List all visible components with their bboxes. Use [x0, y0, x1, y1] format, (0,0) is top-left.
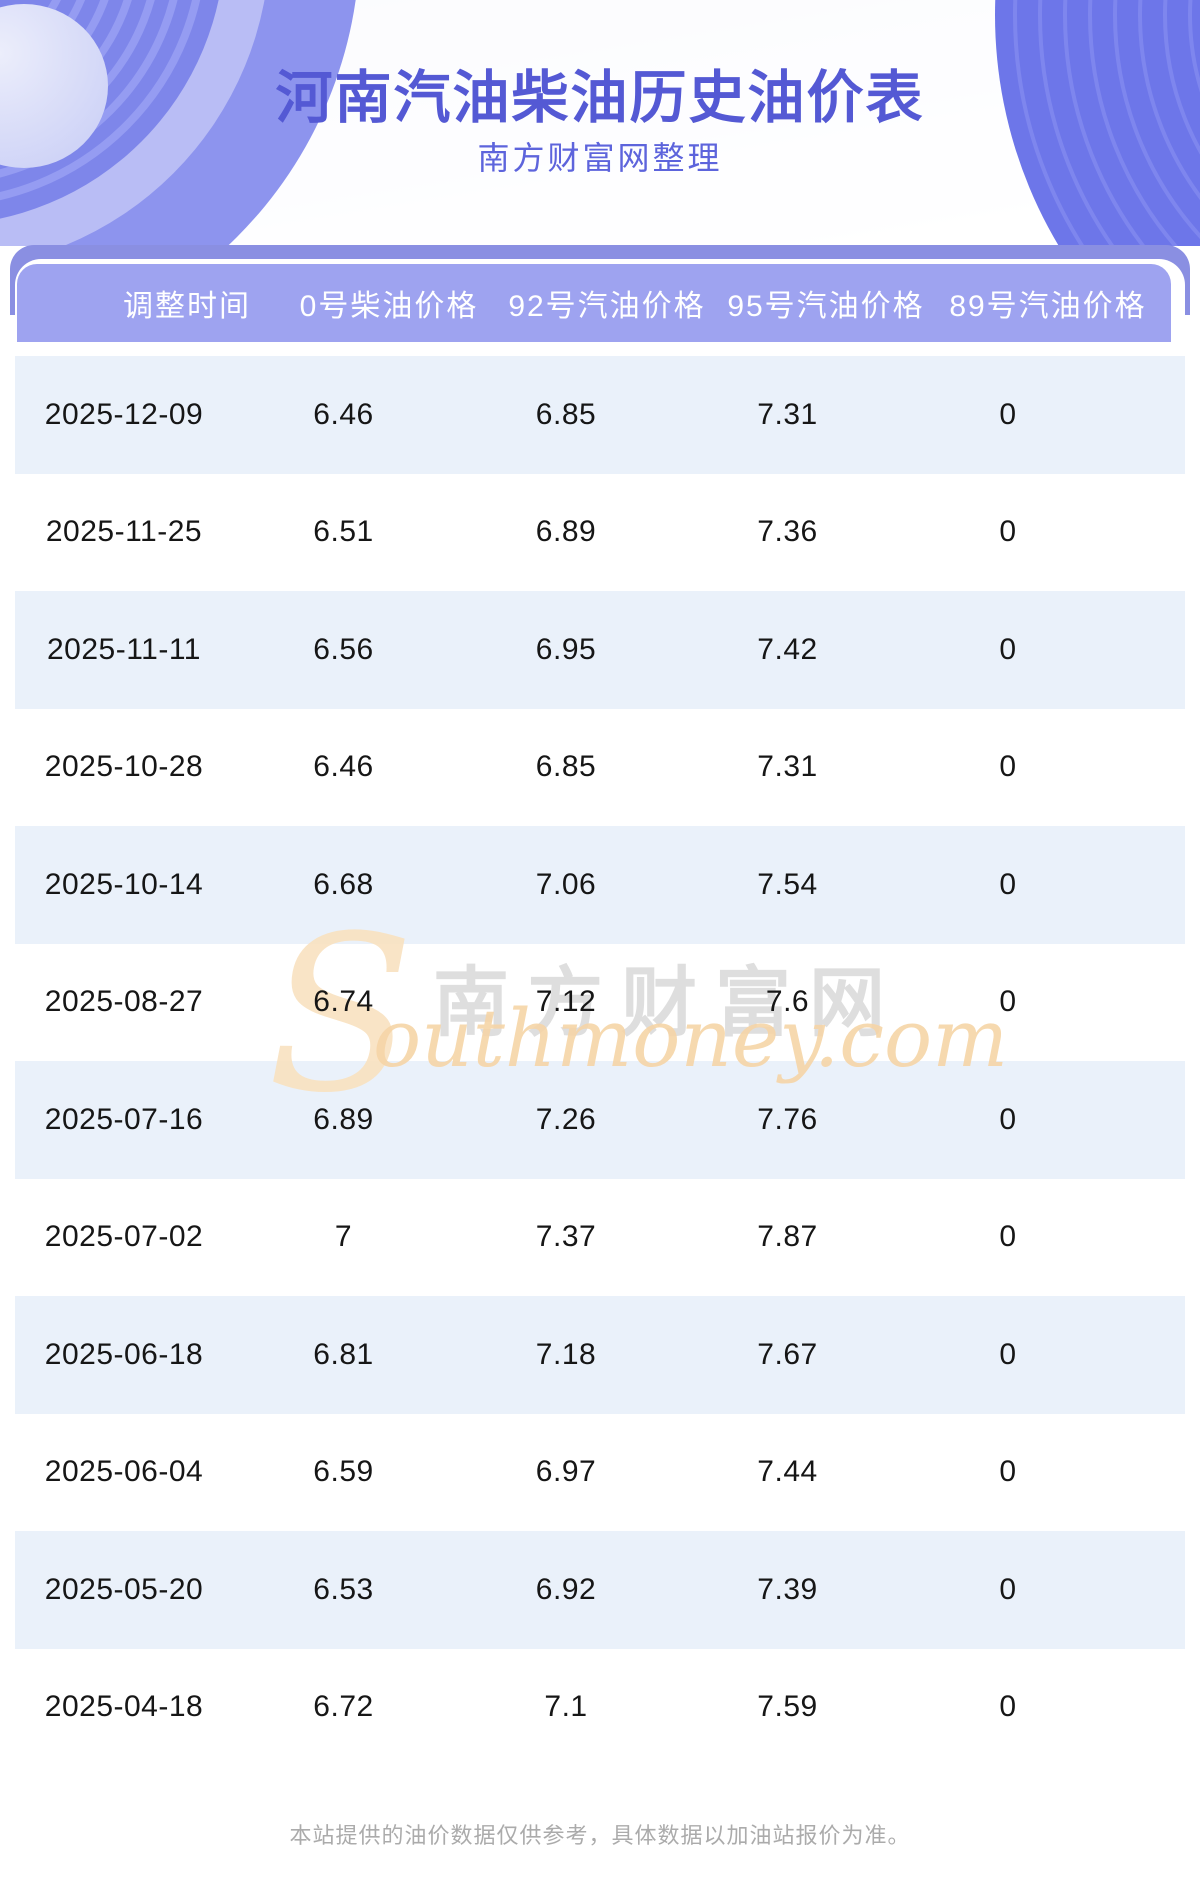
cell-diesel0-price: 6.51 — [313, 515, 374, 549]
cell-gas95-price: 7.67 — [757, 1337, 818, 1371]
left-arc-decoration — [0, 0, 356, 246]
column-header-time: 调整时间 — [123, 290, 251, 323]
cell-gas92-price: 7.37 — [535, 1220, 597, 1254]
cell-gas92-price: 7.18 — [535, 1337, 597, 1371]
table-row: 2025-04-18 6.72 7.1 7.59 0 — [15, 1649, 1185, 1767]
cell-diesel0-price: 6.46 — [313, 397, 374, 431]
cell-gas95-price: 7.31 — [757, 397, 818, 431]
cell-date: 2025-10-14 — [44, 867, 204, 901]
cell-gas95-price: 7.36 — [757, 515, 818, 549]
cell-gas92-price: 7.12 — [535, 985, 597, 1019]
cell-gas95-price: 7.39 — [757, 1572, 818, 1606]
cell-gas92-price: 7.26 — [535, 1102, 597, 1136]
cell-gas92-price: 6.95 — [535, 632, 597, 666]
left-circle-blob — [0, 4, 108, 168]
table-row: 2025-10-14 6.68 7.06 7.54 0 — [15, 826, 1185, 944]
table-row: 2025-11-11 6.56 6.95 7.42 0 — [15, 591, 1185, 709]
cell-gas92-price: 7.1 — [544, 1690, 588, 1724]
cell-gas92-price: 6.89 — [535, 515, 597, 549]
cell-diesel0-price: 6.68 — [313, 867, 374, 901]
cell-gas89-price: 0 — [999, 1220, 1017, 1254]
cell-gas89-price: 0 — [999, 985, 1017, 1019]
cell-gas89-price: 0 — [999, 1690, 1017, 1724]
column-header-gas89: 89号汽油价格 — [949, 290, 1147, 323]
cell-diesel0-price: 6.53 — [313, 1572, 374, 1606]
cell-gas89-price: 0 — [999, 750, 1017, 784]
cell-gas89-price: 0 — [999, 515, 1017, 549]
cell-diesel0-price: 6.56 — [313, 632, 374, 666]
cell-date: 2025-06-18 — [44, 1337, 204, 1371]
table-row: 2025-07-02 7 7.37 7.87 0 — [15, 1179, 1185, 1297]
cell-gas92-price: 6.97 — [535, 1455, 597, 1489]
table-header-row: 调整时间 0号柴油价格 92号汽油价格 95号汽油价格 89号汽油价格 — [17, 264, 1171, 342]
cell-diesel0-price: 6.46 — [313, 750, 374, 784]
column-header-diesel0: 0号柴油价格 — [299, 290, 479, 323]
table-row: 2025-08-27 6.74 7.12 7.6 0 — [15, 944, 1185, 1062]
table-row: 2025-10-28 6.46 6.85 7.31 0 — [15, 709, 1185, 827]
cell-diesel0-price: 6.81 — [313, 1337, 374, 1371]
cell-date: 2025-05-20 — [44, 1572, 204, 1606]
cell-gas92-price: 6.85 — [535, 397, 597, 431]
cell-gas89-price: 0 — [999, 867, 1017, 901]
cell-diesel0-price: 6.74 — [313, 985, 374, 1019]
cell-gas95-price: 7.76 — [757, 1102, 818, 1136]
cell-date: 2025-07-16 — [44, 1102, 204, 1136]
page-subtitle: 南方财富网整理 — [477, 140, 723, 176]
table-row: 2025-12-09 6.46 6.85 7.31 0 — [15, 356, 1185, 474]
cell-gas92-price: 6.92 — [535, 1572, 597, 1606]
column-header-gas92: 92号汽油价格 — [508, 290, 706, 323]
table-row: 2025-11-25 6.51 6.89 7.36 0 — [15, 474, 1185, 592]
column-header-gas95: 95号汽油价格 — [727, 290, 925, 323]
cell-diesel0-price: 7 — [334, 1220, 353, 1254]
cell-gas95-price: 7.6 — [765, 985, 810, 1019]
cell-gas95-price: 7.87 — [757, 1220, 818, 1254]
header-glow — [110, 0, 1150, 246]
cell-diesel0-price: 6.89 — [313, 1102, 374, 1136]
cell-date: 2025-11-25 — [45, 515, 203, 549]
cell-gas95-price: 7.44 — [757, 1455, 818, 1489]
cell-date: 2025-06-04 — [44, 1455, 204, 1489]
cell-date: 2025-07-02 — [44, 1220, 204, 1254]
cell-gas89-price: 0 — [999, 632, 1017, 666]
cell-gas89-price: 0 — [999, 1455, 1017, 1489]
cell-gas92-price: 6.85 — [535, 750, 597, 784]
cell-gas89-price: 0 — [999, 1102, 1017, 1136]
table-card: 调整时间 0号柴油价格 92号汽油价格 95号汽油价格 89号汽油价格 2025… — [15, 259, 1185, 1880]
cell-gas95-price: 7.31 — [757, 750, 818, 784]
table-row: 2025-06-18 6.81 7.18 7.67 0 — [15, 1296, 1185, 1414]
cell-gas95-price: 7.59 — [757, 1690, 818, 1724]
footer-disclaimer: 本站提供的油价数据仅供参考，具体数据以加油站报价为准。 — [289, 1823, 911, 1848]
cell-gas95-price: 7.54 — [757, 867, 818, 901]
cell-diesel0-price: 6.72 — [313, 1690, 374, 1724]
header-decoration — [0, 0, 1200, 246]
table-row: 2025-07-16 6.89 7.26 7.76 0 — [15, 1061, 1185, 1179]
cell-gas92-price: 7.06 — [535, 867, 597, 901]
cell-date: 2025-04-18 — [44, 1690, 204, 1724]
cell-gas89-price: 0 — [999, 397, 1017, 431]
cell-date: 2025-12-09 — [44, 397, 204, 431]
table-row: 2025-05-20 6.53 6.92 7.39 0 — [15, 1531, 1185, 1649]
cell-gas89-price: 0 — [999, 1337, 1017, 1371]
table-body: 2025-12-09 6.46 6.85 7.31 0 2025-11-25 6… — [15, 356, 1185, 1766]
cell-diesel0-price: 6.59 — [313, 1455, 374, 1489]
cell-date: 2025-11-11 — [46, 632, 201, 666]
cell-date: 2025-08-27 — [44, 985, 204, 1019]
cell-gas89-price: 0 — [999, 1572, 1017, 1606]
cell-date: 2025-10-28 — [44, 750, 204, 784]
cell-gas95-price: 7.42 — [757, 632, 818, 666]
right-arc-decoration — [995, 0, 1200, 246]
page-title: 河南汽油柴油历史油价表 — [275, 66, 925, 130]
table-row: 2025-06-04 6.59 6.97 7.44 0 — [15, 1414, 1185, 1532]
